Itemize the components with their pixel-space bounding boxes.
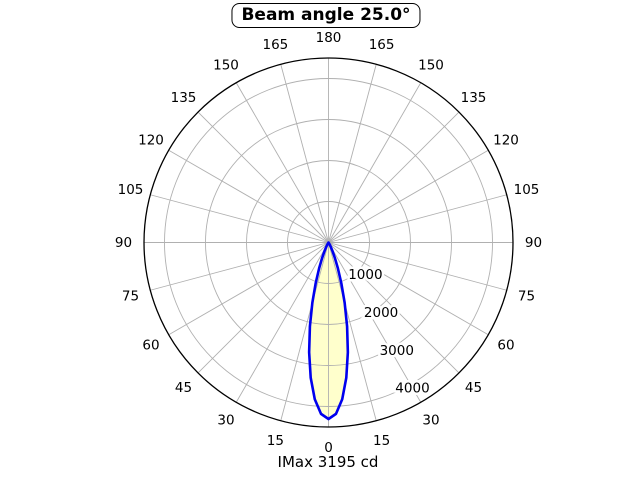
radial-tick-label: 4000 (395, 381, 429, 397)
angle-tick-label: 180 (316, 30, 342, 46)
angle-tick-label: 135 (461, 90, 487, 106)
polar-grid (144, 58, 513, 427)
grid-spoke (168, 149, 329, 243)
chart-title: Beam angle 25.0° (231, 3, 421, 28)
grid-spoke (150, 242, 329, 291)
polar-axis-outline (143, 57, 514, 428)
angle-tick-label: 105 (514, 182, 540, 198)
grid-spoke (280, 242, 329, 421)
angle-tick-label: 150 (418, 58, 444, 74)
angle-tick-label: 30 (422, 413, 439, 429)
grid-spoke (328, 82, 422, 243)
grid-circle (287, 201, 370, 284)
grid-spoke (150, 194, 329, 243)
radial-tick-label: 2000 (364, 305, 398, 321)
grid-spoke (328, 242, 460, 374)
grid-circle (246, 160, 411, 325)
grid-spoke (197, 242, 329, 374)
grid-spoke (328, 64, 377, 243)
angle-tick-label: 90 (525, 235, 542, 251)
grid-spoke (328, 242, 507, 291)
angle-tick-label: 30 (217, 413, 234, 429)
imax-annotation: IMax 3195 cd (277, 453, 379, 471)
angle-tick-label: 135 (171, 90, 197, 106)
grid-spoke (328, 242, 377, 421)
beam-lobe-outline (307, 241, 350, 421)
angle-tick-label: 120 (493, 133, 519, 149)
angle-tick-label: 45 (175, 380, 192, 396)
grid-circle (164, 78, 493, 407)
angle-tick-label: 15 (373, 433, 390, 449)
grid-spoke (280, 64, 329, 243)
angle-tick-label: 120 (138, 133, 164, 149)
angle-tick-label: 165 (263, 37, 289, 53)
angle-tick-label: 75 (518, 288, 535, 304)
grid-spoke (168, 242, 329, 336)
grid-circle (205, 119, 452, 366)
grid-spoke (328, 242, 422, 403)
grid-spoke (328, 194, 507, 243)
grid-spoke (328, 111, 460, 243)
angle-tick-label: 15 (267, 433, 284, 449)
angle-tick-label: 75 (122, 288, 139, 304)
angle-tick-label: 60 (142, 338, 159, 354)
angle-tick-label: 150 (213, 58, 239, 74)
grid-spoke (328, 149, 489, 243)
angle-tick-label: 0 (324, 440, 333, 456)
angle-tick-label: 165 (369, 37, 395, 53)
radial-tick-label: 3000 (380, 343, 414, 359)
grid-spoke (328, 242, 489, 336)
radial-tick-label: 1000 (348, 267, 382, 283)
angle-tick-label: 45 (465, 380, 482, 396)
angle-tick-label: 90 (115, 235, 132, 251)
grid-spoke (197, 111, 329, 243)
grid-spoke (235, 242, 329, 403)
angle-tick-label: 105 (118, 182, 144, 198)
angle-tick-label: 60 (497, 338, 514, 354)
grid-spoke (235, 82, 329, 243)
